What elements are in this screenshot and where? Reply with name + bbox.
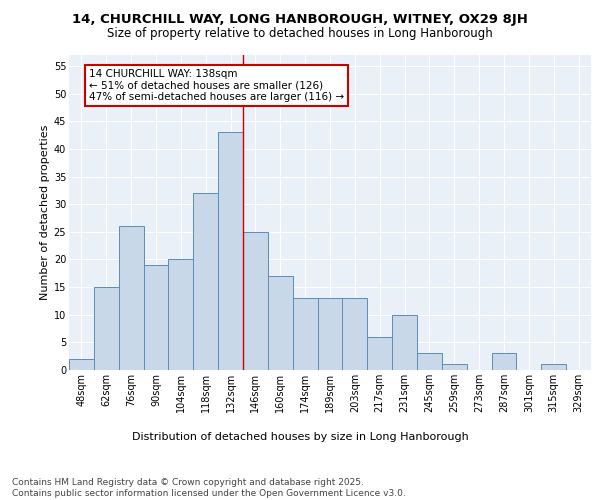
- Bar: [417, 354, 442, 370]
- Bar: [317, 298, 343, 370]
- Bar: [169, 260, 193, 370]
- Bar: [442, 364, 467, 370]
- Bar: [343, 298, 367, 370]
- Bar: [491, 354, 517, 370]
- Bar: [243, 232, 268, 370]
- Y-axis label: Number of detached properties: Number of detached properties: [40, 125, 50, 300]
- Bar: [119, 226, 143, 370]
- Bar: [94, 287, 119, 370]
- Text: 14, CHURCHILL WAY, LONG HANBOROUGH, WITNEY, OX29 8JH: 14, CHURCHILL WAY, LONG HANBOROUGH, WITN…: [72, 12, 528, 26]
- Text: Contains HM Land Registry data © Crown copyright and database right 2025.
Contai: Contains HM Land Registry data © Crown c…: [12, 478, 406, 498]
- Bar: [367, 337, 392, 370]
- Bar: [293, 298, 317, 370]
- Bar: [193, 193, 218, 370]
- Bar: [268, 276, 293, 370]
- Bar: [218, 132, 243, 370]
- Text: Distribution of detached houses by size in Long Hanborough: Distribution of detached houses by size …: [131, 432, 469, 442]
- Bar: [392, 314, 417, 370]
- Bar: [541, 364, 566, 370]
- Bar: [143, 265, 169, 370]
- Text: 14 CHURCHILL WAY: 138sqm
← 51% of detached houses are smaller (126)
47% of semi-: 14 CHURCHILL WAY: 138sqm ← 51% of detach…: [89, 69, 344, 102]
- Bar: [69, 359, 94, 370]
- Text: Size of property relative to detached houses in Long Hanborough: Size of property relative to detached ho…: [107, 28, 493, 40]
